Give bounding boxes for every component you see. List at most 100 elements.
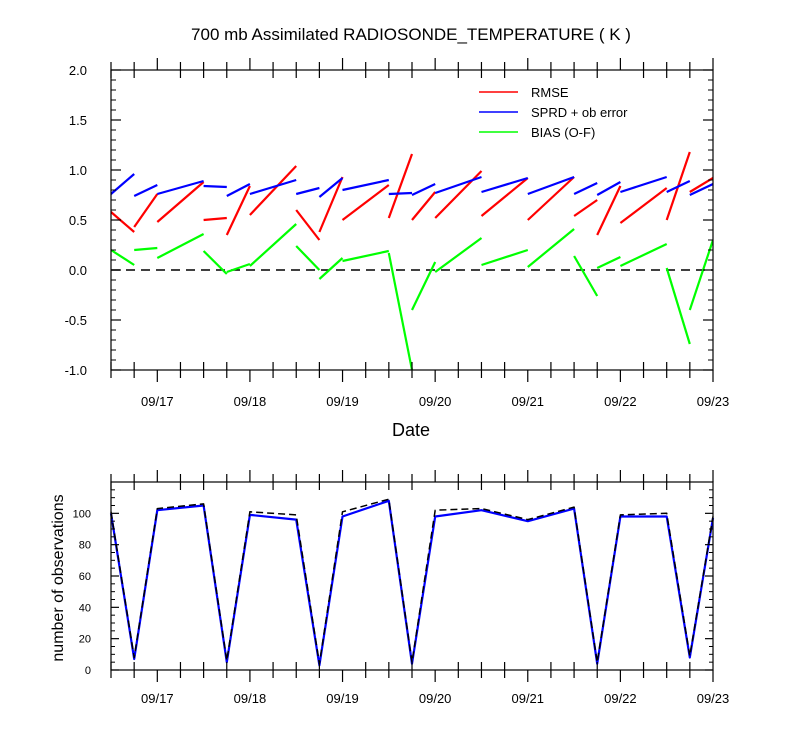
series-segment [226, 183, 251, 197]
series-segment [111, 173, 135, 195]
series-segment [573, 199, 598, 217]
series-segment [573, 182, 598, 195]
series-segment [342, 249, 390, 263]
x-tick-label: 09/22 [604, 691, 637, 706]
series-segment [295, 186, 320, 196]
x-tick-label: 09/18 [234, 691, 267, 706]
y-tick-label: 2.0 [69, 63, 87, 78]
series-segment [620, 175, 668, 194]
series-segment [341, 184, 390, 221]
series-segment [619, 243, 668, 267]
x-tick-label: 09/23 [697, 394, 730, 409]
series-segment [480, 177, 529, 217]
series-segment [411, 183, 436, 196]
x-tick-label: 09/17 [141, 394, 174, 409]
legend-label-sprd: SPRD + ob error [531, 105, 628, 120]
series-segment [434, 237, 483, 273]
x-tick-label: 09/23 [697, 691, 730, 706]
series-segment [342, 178, 390, 192]
series-segment [388, 191, 413, 196]
x-axis-label: Date [392, 420, 430, 440]
series-segment [203, 216, 227, 222]
x-tick-label: 09/19 [326, 394, 359, 409]
x-tick-label: 09/22 [604, 394, 637, 409]
series-segment [134, 246, 158, 252]
y-tick-label: 40 [79, 602, 91, 614]
x-tick-label: 09/20 [419, 394, 452, 409]
top-series-group [111, 151, 713, 370]
series-segment [202, 250, 228, 275]
series-segment [318, 177, 344, 198]
bottom-plot-frame [110, 481, 714, 671]
series-segment [619, 187, 668, 224]
series-segment [156, 233, 205, 259]
y-tick-label: 0.5 [69, 213, 87, 228]
series-segment [527, 176, 575, 221]
series-segment [689, 183, 713, 196]
series-segment [411, 261, 437, 311]
series-segment [527, 175, 575, 196]
series-segment [133, 193, 159, 228]
y-tick-label: 1.0 [69, 163, 87, 178]
x-tick-label: 09/18 [234, 394, 267, 409]
series-segment [573, 255, 599, 297]
y-tick-label: 0 [85, 665, 91, 677]
series-segment [111, 249, 135, 266]
series-segment [411, 191, 437, 221]
series-segment [249, 223, 297, 267]
series-segment [387, 252, 414, 370]
y-tick-label: 0.0 [69, 263, 87, 278]
x-tick-label: 09/21 [511, 691, 544, 706]
chart-title: 700 mb Assimilated RADIOSONDE_TEMPERATUR… [191, 25, 631, 44]
series-segment [156, 181, 205, 223]
y-tick-label: 20 [79, 634, 91, 646]
series-rmse [111, 151, 713, 241]
series-segment [203, 184, 227, 189]
series-segment [665, 267, 691, 345]
series-segment [666, 180, 691, 193]
series-segment [318, 176, 344, 233]
series-segment [295, 209, 321, 241]
series-segment [481, 176, 529, 194]
y-tick-label: 100 [73, 508, 91, 520]
series-sprd-ob-error [111, 173, 713, 198]
series-segment [111, 211, 135, 233]
legend-label-bias: BIAS (O-F) [531, 125, 595, 140]
y-axis-label-bottom: number of observations [50, 494, 67, 661]
series-segment [688, 239, 713, 311]
series-observations-solid [109, 499, 715, 667]
x-tick-label: 09/21 [511, 394, 544, 409]
series-segment [226, 262, 251, 274]
series-segment [596, 185, 622, 236]
series-segment [225, 185, 251, 236]
x-tick-label: 09/19 [326, 691, 359, 706]
series-segment [318, 257, 344, 280]
y-tick-label: -1.0 [65, 363, 87, 378]
y-tick-label: 60 [79, 571, 91, 583]
series-segment [596, 256, 621, 269]
series-observations-dashed [110, 498, 714, 665]
top-ticks: -1.0 -0.5 0.0 0.5 1.0 1.5 2.0 09/17 09/18 09/19 09… [65, 58, 730, 409]
y-tick-label: 1.5 [69, 113, 87, 128]
top-plot-area: -1.0 -0.5 0.0 0.5 1.0 1.5 2.0 09/17 09/18 09/19 09… [65, 58, 730, 409]
series-segment [295, 245, 321, 271]
series-segment [249, 178, 297, 196]
y-tick-label: -0.5 [65, 313, 87, 328]
bottom-series-group [109, 498, 715, 667]
series-segment [596, 181, 621, 196]
series-segment [387, 153, 414, 219]
series-segment [157, 179, 204, 196]
series-segment [133, 184, 158, 197]
series-segment [527, 228, 575, 268]
series-segment [481, 248, 529, 267]
series-segment [434, 170, 483, 219]
series-bias-o-f- [111, 223, 713, 370]
legend-label-rmse: RMSE [531, 85, 569, 100]
x-tick-label: 09/17 [141, 691, 174, 706]
series-segment [434, 175, 482, 195]
bottom-ticks: 0 20 40 60 80 100 09/17 09/18 09/19 09/20 09/21 09/… [73, 470, 730, 706]
y-tick-label: 80 [79, 540, 91, 552]
legend: RMSE SPRD + ob error BIAS (O-F) [479, 85, 628, 140]
series-segment [249, 165, 297, 216]
